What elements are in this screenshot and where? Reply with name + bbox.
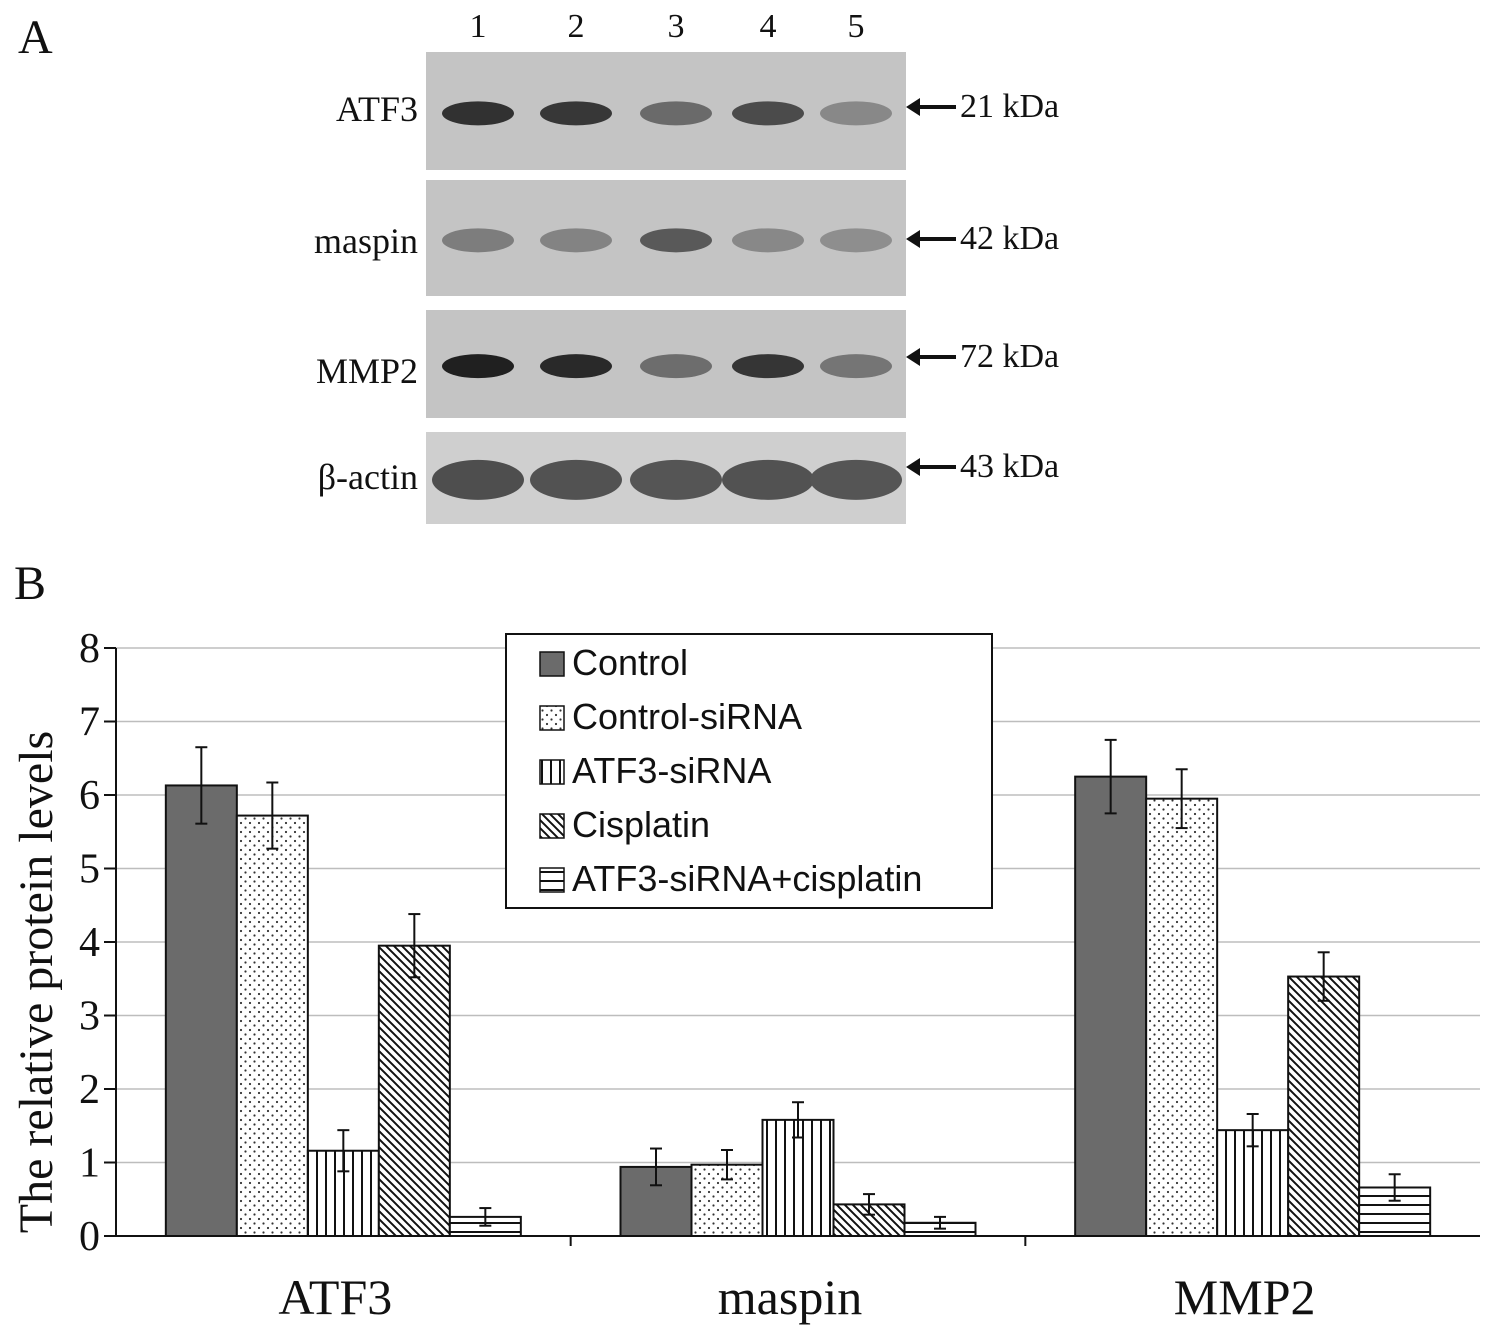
blot-band <box>540 354 612 379</box>
blot-band <box>540 228 612 253</box>
blot-band <box>732 354 804 379</box>
blot-band <box>442 228 514 253</box>
arrow-left-icon <box>906 230 956 248</box>
molecular-weight-marker: 42 kDa <box>906 220 1060 258</box>
blot-label: maspin <box>314 221 418 261</box>
lane-number: 4 <box>759 8 777 45</box>
y-tick-label: 5 <box>79 847 100 893</box>
blot-label: MMP2 <box>315 351 418 391</box>
lane-number: 3 <box>667 8 685 45</box>
kda-label: 42 kDa <box>960 220 1060 257</box>
blot-band <box>732 101 804 126</box>
blot-band <box>640 101 712 126</box>
protein-levels-bar-chart: 0 1 2 3 4 5 6 7 8 The relative protein levels ATF3… <box>10 626 1480 1325</box>
legend-label: Control <box>572 642 688 683</box>
blot-strip <box>426 180 906 296</box>
lane-number: 5 <box>847 8 865 45</box>
arrow-left-icon <box>906 458 956 476</box>
y-tick-label: 7 <box>79 700 100 746</box>
x-tick-label: maspin <box>718 1269 862 1325</box>
blot-band <box>630 459 722 500</box>
bar <box>377 944 451 1237</box>
legend-swatch <box>539 867 565 893</box>
bar <box>1358 1186 1432 1237</box>
blot-band <box>820 101 892 126</box>
blot-band <box>820 354 892 379</box>
molecular-weight-marker: 21 kDa <box>906 88 1060 126</box>
kda-label: 21 kDa <box>960 88 1060 125</box>
y-tick-label: 8 <box>79 626 100 672</box>
blot-band <box>640 354 712 379</box>
blot-band <box>432 459 524 500</box>
bar <box>1145 797 1219 1238</box>
legend-label: ATF3-siRNA+cisplatin <box>572 858 922 899</box>
blot-band <box>722 459 814 500</box>
blot-band <box>442 101 514 126</box>
blot-band <box>442 354 514 379</box>
bar <box>164 784 238 1237</box>
x-tick-label: ATF3 <box>278 1269 392 1325</box>
blot-strip <box>426 52 906 170</box>
y-tick-label: 4 <box>79 920 100 966</box>
x-tick-label: MMP2 <box>1174 1269 1316 1325</box>
blot-band <box>540 101 612 126</box>
kda-label: 72 kDa <box>960 338 1060 375</box>
molecular-weight-marker: 72 kDa <box>906 338 1060 376</box>
bar <box>1287 975 1361 1237</box>
legend-label: ATF3-siRNA <box>572 750 771 791</box>
y-tick-label: 3 <box>79 994 100 1040</box>
panel-a-letter: A <box>18 11 53 64</box>
panel-b-letter: B <box>14 557 47 610</box>
blot-label: β-actin <box>317 457 418 497</box>
blot-band <box>530 459 622 500</box>
legend-swatch <box>539 705 565 731</box>
legend-label: Control-siRNA <box>572 696 802 737</box>
blot-label: ATF3 <box>335 89 418 129</box>
blot-band <box>810 459 902 500</box>
bar <box>1074 775 1148 1237</box>
arrow-left-icon <box>906 98 956 116</box>
kda-label: 43 kDa <box>960 448 1060 485</box>
y-tick-label: 6 <box>79 773 100 819</box>
molecular-weight-marker: 43 kDa <box>906 448 1060 486</box>
blot-band <box>732 228 804 253</box>
y-axis-label: The relative protein levels <box>10 731 63 1233</box>
y-tick-label: 0 <box>79 1214 100 1260</box>
legend-swatch <box>539 813 565 839</box>
y-tick-label: 1 <box>79 1141 100 1187</box>
blot-strip <box>426 310 906 418</box>
legend-box <box>505 633 993 909</box>
arrow-left-icon <box>906 348 956 366</box>
lane-number: 1 <box>469 8 487 45</box>
y-tick-label: 2 <box>79 1067 100 1113</box>
blot-band <box>820 228 892 253</box>
lane-number: 2 <box>567 8 585 45</box>
legend-label: Cisplatin <box>572 804 710 845</box>
blot-strip <box>426 432 906 524</box>
blot-band <box>640 228 712 253</box>
legend-swatch <box>539 651 565 677</box>
bar <box>235 814 309 1238</box>
legend-swatch <box>539 759 565 785</box>
